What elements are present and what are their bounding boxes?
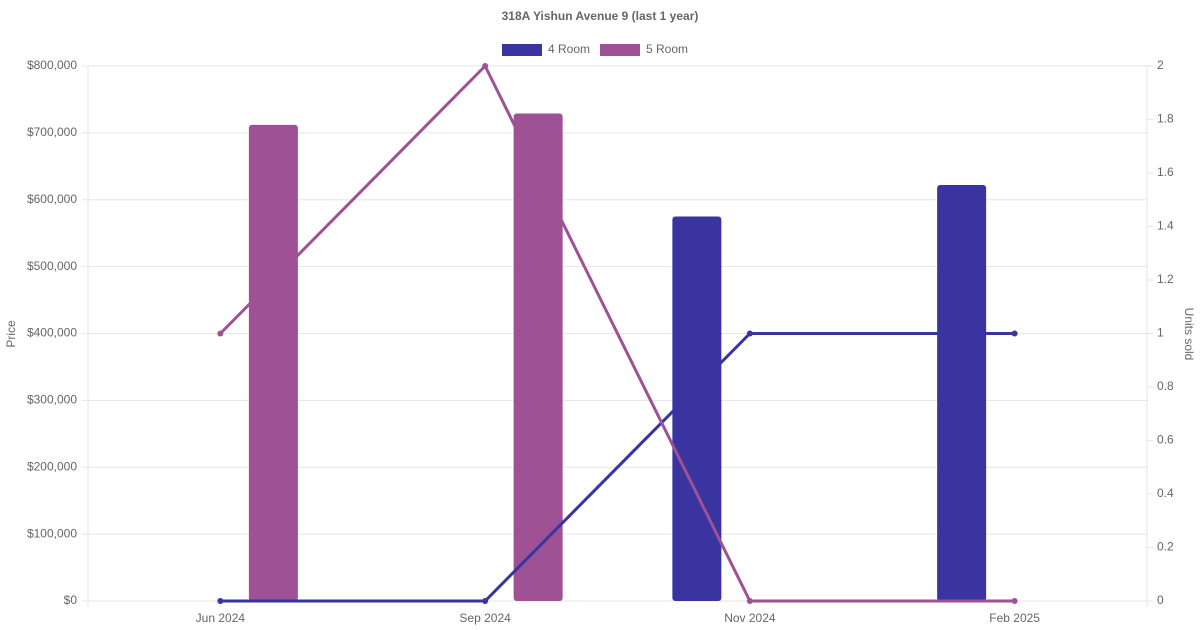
x-tick-label: Jun 2024	[196, 611, 246, 625]
chart-title: 318A Yishun Avenue 9 (last 1 year)	[502, 9, 699, 23]
line-point	[482, 63, 489, 69]
x-tick-label: Sep 2024	[459, 611, 511, 625]
y2-tick-label: 0.4	[1157, 486, 1174, 500]
legend-swatch	[600, 44, 640, 56]
y-tick-label: $200,000	[27, 459, 77, 473]
y-axis-title: Price	[4, 320, 18, 348]
y-tick-label: $400,000	[27, 326, 77, 340]
y2-tick-label: 1.2	[1157, 272, 1174, 286]
bar	[937, 185, 987, 601]
y2-tick-label: 1.4	[1157, 219, 1174, 233]
bar	[672, 216, 722, 601]
x-tick-label: Nov 2024	[724, 611, 776, 625]
y-tick-label: $300,000	[27, 393, 77, 407]
y-tick-label: $500,000	[27, 259, 77, 273]
y2-tick-label: 0	[1157, 593, 1164, 607]
line-point	[217, 330, 224, 337]
y2-tick-label: 0.6	[1157, 433, 1174, 447]
x-tick-label: Feb 2025	[989, 611, 1040, 625]
y-tick-label: $0	[64, 593, 78, 607]
line-point	[217, 598, 224, 604]
line	[219, 63, 1015, 603]
y2-axis-title: Units sold	[1182, 308, 1196, 361]
y2-tick-label: 1	[1157, 326, 1164, 340]
y-tick-label: $700,000	[27, 125, 77, 139]
line-point	[1011, 598, 1018, 604]
bar	[248, 124, 298, 601]
line-point	[482, 598, 489, 604]
legend-swatch	[502, 44, 542, 56]
y2-tick-label: 0.2	[1157, 540, 1174, 554]
line-point	[746, 598, 753, 604]
y2-tick-label: 1.6	[1157, 165, 1174, 179]
line-point	[1011, 330, 1018, 337]
y-tick-label: $800,000	[27, 58, 77, 72]
bar	[513, 113, 563, 601]
legend-label: 5 Room	[646, 42, 688, 56]
line	[220, 332, 1015, 603]
legend-label: 4 Room	[548, 42, 590, 56]
y2-tick-label: 0.8	[1157, 379, 1174, 393]
y-tick-label: $100,000	[27, 526, 77, 540]
y-tick-label: $600,000	[27, 192, 77, 206]
y2-tick-label: 2	[1157, 58, 1164, 72]
line-point	[746, 330, 753, 337]
y2-tick-label: 1.8	[1157, 112, 1174, 126]
